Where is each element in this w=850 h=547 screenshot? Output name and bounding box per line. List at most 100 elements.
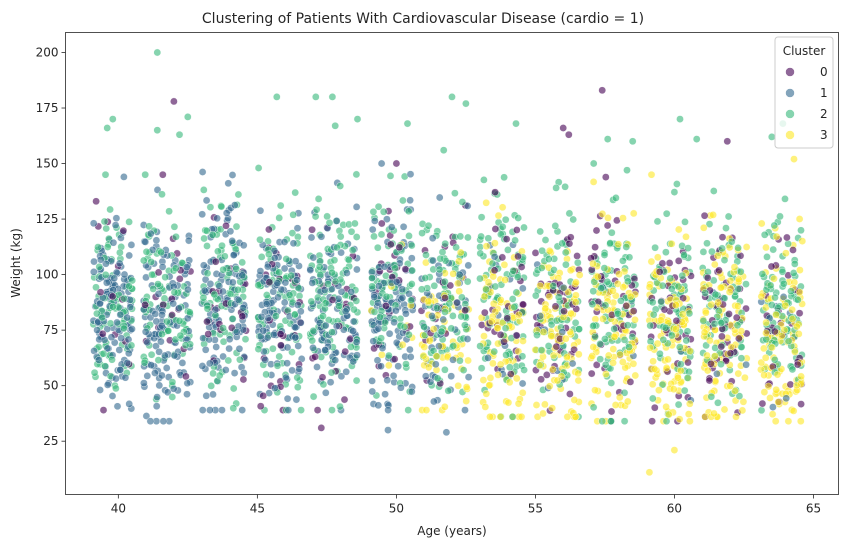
scatter-point-cluster-2: [382, 292, 391, 301]
scatter-point-cluster-3: [591, 386, 599, 395]
y-tick-label: 75: [43, 323, 58, 337]
scatter-point-cluster-1: [374, 324, 383, 333]
scatter-point-cluster-1: [321, 321, 330, 330]
scatter-point-cluster-1: [113, 318, 121, 327]
scatter-point-cluster-1: [387, 223, 396, 232]
scatter-point-cluster-3: [761, 353, 770, 362]
scatter-point-cluster-3: [772, 232, 781, 241]
scatter-point-cluster-1: [239, 369, 248, 377]
scatter-point-cluster-2: [684, 244, 692, 252]
scatter-point-cluster-2: [407, 280, 416, 288]
x-axis-label: Age (years): [417, 524, 486, 538]
scatter-point-cluster-2: [714, 398, 722, 407]
scatter-point-cluster-3: [517, 412, 526, 421]
scatter-point-cluster-2: [309, 326, 318, 335]
scatter-point-cluster-3: [741, 373, 749, 382]
scatter-point-cluster-1: [369, 337, 378, 346]
scatter-point-cluster-2: [552, 184, 560, 192]
scatter-point-cluster-2: [549, 282, 558, 290]
scatter-point-cluster-0: [601, 173, 610, 181]
scatter-point-cluster-1: [201, 345, 210, 354]
scatter-point-cluster-2: [512, 288, 521, 297]
scatter-point-cluster-1: [226, 227, 235, 236]
scatter-point-cluster-3: [768, 343, 776, 352]
scatter-point-cluster-2: [692, 135, 701, 143]
scatter-point-cluster-0: [735, 334, 743, 343]
scatter-point-cluster-2: [294, 233, 302, 241]
scatter-point-cluster-2: [319, 380, 328, 389]
scatter-point-cluster-2: [101, 170, 110, 179]
scatter-point-cluster-2: [254, 281, 263, 290]
scatter-point-cluster-2: [232, 222, 241, 231]
scatter-point-cluster-2: [439, 146, 448, 155]
scatter-point-cluster-2: [610, 325, 619, 333]
scatter-point-cluster-2: [275, 214, 284, 222]
scatter-point-cluster-2: [666, 274, 675, 283]
scatter-point-cluster-1: [222, 209, 231, 217]
scatter-point-cluster-2: [685, 309, 694, 318]
scatter-point-cluster-3: [732, 412, 740, 421]
scatter-point-cluster-2: [106, 319, 115, 328]
scatter-point-cluster-3: [730, 263, 739, 271]
scatter-point-cluster-1: [120, 173, 128, 181]
scatter-point-cluster-1: [128, 325, 136, 333]
scatter-point-cluster-2: [321, 299, 330, 308]
scatter-point-cluster-2: [158, 330, 166, 338]
scatter-point-cluster-1: [183, 390, 191, 399]
scatter-point-cluster-2: [265, 250, 273, 259]
scatter-point-cluster-1: [112, 214, 121, 223]
scatter-point-cluster-1: [349, 317, 358, 326]
scatter-point-cluster-2: [417, 285, 426, 294]
scatter-point-cluster-1: [202, 391, 211, 400]
scatter-point-cluster-2: [382, 271, 390, 280]
scatter-point-cluster-2: [463, 277, 472, 286]
scatter-point-cluster-1: [374, 401, 383, 410]
scatter-point-cluster-0: [718, 332, 726, 341]
scatter-point-cluster-2: [509, 266, 518, 275]
scatter-point-cluster-2: [328, 328, 336, 337]
scatter-point-cluster-3: [629, 209, 638, 218]
scatter-point-cluster-2: [219, 265, 228, 274]
scatter-point-cluster-1: [392, 306, 400, 315]
scatter-point-cluster-1: [225, 344, 233, 353]
scatter-point-cluster-3: [480, 332, 488, 340]
scatter-point-cluster-3: [615, 270, 623, 279]
scatter-point-cluster-2: [658, 281, 667, 290]
scatter-point-cluster-2: [407, 241, 416, 250]
scatter-point-cluster-1: [375, 282, 383, 290]
scatter-point-cluster-2: [787, 287, 795, 296]
scatter-point-cluster-1: [184, 285, 192, 294]
scatter-point-cluster-3: [609, 286, 617, 295]
scatter-point-cluster-1: [383, 376, 392, 385]
scatter-point-cluster-2: [199, 293, 208, 302]
scatter-point-cluster-0: [786, 380, 795, 389]
x-tick-label: 50: [389, 502, 404, 516]
scatter-point-cluster-3: [570, 396, 579, 404]
scatter-point-cluster-2: [421, 274, 430, 282]
scatter-point-cluster-3: [616, 350, 624, 359]
scatter-point-cluster-2: [680, 251, 688, 259]
scatter-point-cluster-0: [265, 225, 273, 234]
scatter-point-cluster-0: [512, 331, 521, 340]
legend: Cluster 0 1 2 3: [774, 36, 834, 149]
scatter-point-cluster-2: [662, 248, 670, 257]
legend-entries: 0 1 2 3: [785, 65, 828, 142]
scatter-point-cluster-1: [147, 361, 156, 369]
scatter-point-cluster-2: [656, 349, 664, 358]
scatter-point-cluster-1: [384, 426, 392, 434]
scatter-point-cluster-2: [311, 212, 320, 221]
scatter-point-cluster-3: [726, 276, 735, 285]
scatter-point-cluster-3: [571, 298, 580, 306]
scatter-point-cluster-1: [321, 346, 330, 354]
scatter-point-cluster-1: [102, 278, 111, 287]
scatter-point-cluster-1: [377, 362, 385, 371]
scatter-point-cluster-3: [545, 382, 554, 391]
scatter-point-cluster-0: [717, 342, 726, 351]
scatter-point-cluster-2: [199, 186, 208, 194]
scatter-point-cluster-1: [293, 276, 301, 284]
scatter-point-cluster-2: [220, 252, 229, 261]
scatter-point-cluster-3: [795, 288, 804, 297]
scatter-point-cluster-2: [141, 170, 150, 179]
scatter-point-cluster-2: [510, 303, 519, 311]
